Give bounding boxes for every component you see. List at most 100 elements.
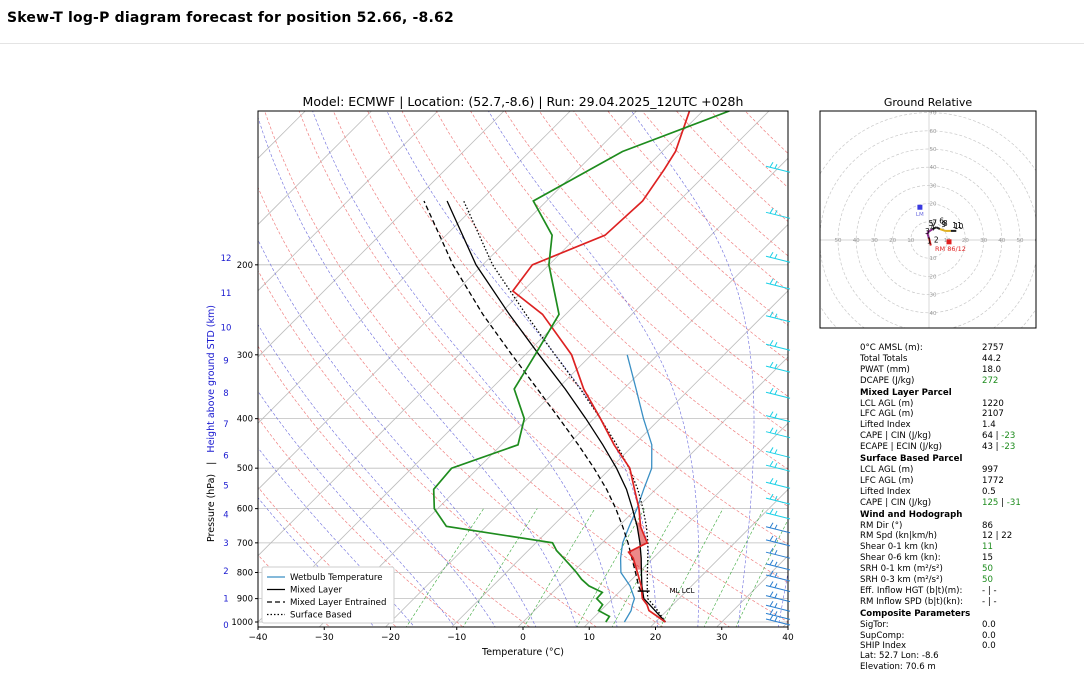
height-tick-label: 3 (223, 539, 228, 549)
wind-param-label: Shear 0-6 km (kn): (860, 553, 941, 564)
page-header: Skew-T log-P diagram forecast for positi… (0, 0, 1084, 44)
x-tick-label: 30 (716, 633, 728, 643)
ml-ecin-value: -23 (1001, 442, 1016, 453)
sb-cape-row: CAPE | CIN (J/kg) 125 | -31 (860, 497, 1021, 508)
ml-cape-row: CAPE | CIN (J/kg) 64 | -23 (860, 431, 1016, 442)
wind-barb (765, 581, 791, 593)
sb-param-label: LFC AGL (m) (860, 475, 914, 486)
legend-label: Mixed Layer Entrained (290, 598, 386, 608)
sb-param-value: 1772 (982, 475, 1004, 486)
wind-barb (765, 278, 791, 290)
ml-param-label: LFC AGL (m) (860, 409, 914, 420)
hodograph-y-label: 10 (930, 220, 937, 226)
wind-barb (765, 411, 791, 423)
hodograph-x-label: 40 (998, 238, 1005, 244)
isotherm (258, 111, 638, 491)
hodograph-height-label: 4 (930, 224, 935, 233)
mixing-ratio-line (703, 508, 765, 627)
hodograph-x-label: 60 (1035, 238, 1037, 244)
hodograph-x-label: 30 (871, 238, 878, 244)
composite-title: Composite Parameters (860, 608, 971, 619)
mixed-layer-title: Mixed Layer Parcel (860, 387, 952, 398)
wind-barb (765, 601, 791, 612)
ml-param-row: LFC AGL (m) 2107 (860, 409, 1060, 420)
wind-barb (765, 614, 791, 626)
mixing-ratio-line (611, 508, 678, 627)
hodograph-segment (928, 237, 932, 246)
moist-adiabat (258, 447, 415, 627)
height-tick-label: 0 (223, 621, 228, 631)
dry-adiabat (258, 186, 664, 627)
sb-cin-value: -31 (1006, 497, 1021, 508)
pressure-tick-label: 400 (237, 415, 253, 425)
pressure-tick-label: 1000 (231, 618, 253, 628)
x-tick-label: 20 (650, 633, 662, 643)
height-tick-label: 4 (223, 510, 228, 520)
composite-param-row: SigTor: 0.0 (860, 620, 1060, 631)
dry-adiabat (264, 111, 731, 627)
param-label: Total Totals (860, 353, 908, 364)
height-tick-label: 10 (221, 323, 232, 333)
dry-adiabat (573, 111, 788, 326)
page-title: Skew-T log-P diagram forecast for positi… (7, 10, 454, 26)
wind-param-value: - | - (982, 585, 997, 596)
hodograph-x-label: 20 (889, 238, 896, 244)
ml-param-label: LCL AGL (m) (860, 398, 914, 409)
wind-title: Wind and Hodograph (860, 509, 963, 520)
ml-param-row: Lifted Index 1.4 (860, 420, 1060, 431)
height-tick-label: 1 (223, 595, 228, 605)
moist-adiabat (258, 497, 375, 627)
wind-barb (765, 340, 791, 351)
wind-param-row: SRH 0-1 km (m²/s²) 50 (860, 564, 1060, 575)
ml-cin-value: -23 (1001, 431, 1016, 442)
isotherm (318, 157, 788, 627)
dry-adiabat (367, 111, 788, 545)
moist-adiabat (258, 116, 577, 627)
dry-adiabat (332, 111, 788, 584)
isotherm (258, 111, 704, 557)
hodograph-y-label: 20 (930, 274, 937, 280)
rm-marker (946, 239, 952, 245)
param-label: 0°C AMSL (m): (860, 343, 923, 353)
hodograph-y-label: 70 (930, 111, 937, 117)
lm-marker (917, 204, 923, 210)
dry-adiabat (258, 345, 531, 627)
x-tick-label: 40 (782, 633, 794, 643)
param-row: Total Totals 44.2 (860, 354, 1060, 365)
dry-adiabat (258, 486, 397, 627)
wind-barb (765, 460, 791, 472)
mixing-ratio-line (405, 508, 484, 627)
wind-barb (765, 311, 791, 323)
moist-adiabat (631, 111, 755, 627)
footer-latlon: Lat: 52.7 Lon: -8.6 (860, 651, 939, 661)
dry-adiabat (298, 111, 788, 623)
pressure-tick-label: 700 (237, 539, 253, 549)
hodograph-y-label: 30 (930, 183, 937, 189)
ml-param-row: LCL AGL (m) 1220 (860, 399, 1060, 410)
hodograph-height-label: 10 (954, 222, 964, 231)
height-tick-label: 8 (223, 389, 228, 399)
height-tick-label: 9 (223, 357, 228, 367)
sb-param-label: Lifted Index (860, 486, 911, 497)
wind-barb (765, 609, 791, 620)
hodograph-height-label: 8 (943, 219, 948, 228)
wind-param-label: SRH 0-1 km (m²/s²) (860, 564, 943, 575)
lm-label: LM (916, 212, 924, 218)
param-label: PWAT (mm) (860, 364, 910, 375)
series-line-4 (511, 111, 691, 623)
hodograph-x-label: 30 (980, 238, 987, 244)
moist-adiabat (386, 111, 658, 627)
x-tick-label: −10 (447, 633, 466, 643)
pressure-tick-label: 300 (237, 351, 253, 361)
param-row: DCAPE (J/kg) 272 (860, 376, 1060, 387)
wind-param-value: - | - (982, 596, 997, 607)
height-tick-label: 6 (223, 451, 228, 461)
mixing-ratio-line (523, 508, 596, 627)
moist-adiabat (488, 111, 700, 627)
hodograph-x-label: 50 (835, 238, 842, 244)
wind-param-label: Eff. Inflow HGT (b|t)(m): (860, 585, 963, 596)
hodograph-height-label: 1 (927, 236, 932, 245)
isotherm (782, 621, 788, 627)
isotherm (258, 111, 505, 358)
composite-param-value: 0.0 (982, 630, 996, 641)
